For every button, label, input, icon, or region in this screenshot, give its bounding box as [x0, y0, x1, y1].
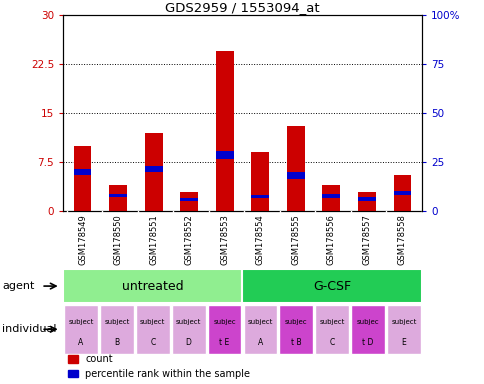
Text: individual: individual [2, 324, 57, 334]
Text: t D: t D [362, 338, 373, 347]
Bar [251, 195, 269, 198]
Bar [243, 305, 277, 354]
Bar [393, 175, 410, 211]
Bar [322, 194, 339, 198]
Bar [242, 269, 421, 303]
Text: GSM178555: GSM178555 [291, 215, 300, 265]
Text: subject: subject [140, 318, 165, 324]
Text: B: B [114, 338, 119, 347]
Text: subject: subject [104, 318, 129, 324]
Bar [109, 194, 127, 197]
Bar [215, 151, 233, 159]
Title: GDS2959 / 1553094_at: GDS2959 / 1553094_at [165, 1, 319, 14]
Bar [215, 51, 233, 211]
Bar [287, 126, 304, 211]
Text: GSM178550: GSM178550 [113, 215, 122, 265]
Bar [145, 166, 162, 172]
Text: E: E [401, 338, 406, 347]
Bar [287, 172, 304, 179]
Text: C: C [150, 338, 155, 347]
Bar [357, 197, 375, 201]
Bar [74, 169, 91, 175]
Bar [180, 198, 197, 201]
Bar [171, 305, 205, 354]
Text: untreated: untreated [121, 280, 183, 293]
Bar [350, 305, 384, 354]
Text: subject: subject [247, 318, 272, 324]
Bar [251, 152, 269, 211]
Bar [207, 305, 241, 354]
Text: GSM178557: GSM178557 [362, 215, 371, 265]
Text: subjec: subjec [213, 318, 235, 324]
Bar [64, 305, 98, 354]
Text: agent: agent [2, 281, 35, 291]
Text: subject: subject [68, 318, 93, 324]
Text: t E: t E [219, 338, 229, 347]
Bar [63, 269, 242, 303]
Bar [100, 305, 134, 354]
Bar [145, 133, 162, 211]
Bar [136, 305, 169, 354]
Text: subject: subject [319, 318, 344, 324]
Text: GSM178553: GSM178553 [220, 215, 229, 265]
Text: G-CSF: G-CSF [313, 280, 350, 293]
Text: GSM178558: GSM178558 [397, 215, 406, 265]
Text: subjec: subjec [356, 318, 378, 324]
Text: subject: subject [176, 318, 201, 324]
Text: GSM178554: GSM178554 [255, 215, 264, 265]
Bar [393, 191, 410, 195]
Bar [180, 192, 197, 211]
Text: GSM178551: GSM178551 [149, 215, 158, 265]
Bar [322, 185, 339, 211]
Bar [279, 305, 313, 354]
Legend: count, percentile rank within the sample: count, percentile rank within the sample [68, 354, 250, 379]
Bar [315, 305, 348, 354]
Text: C: C [329, 338, 334, 347]
Text: subject: subject [391, 318, 416, 324]
Text: GSM178549: GSM178549 [78, 215, 87, 265]
Bar [109, 185, 127, 211]
Text: subjec: subjec [285, 318, 307, 324]
Bar [386, 305, 420, 354]
Text: A: A [257, 338, 262, 347]
Text: GSM178556: GSM178556 [326, 215, 335, 265]
Bar [357, 192, 375, 211]
Text: GSM178552: GSM178552 [184, 215, 193, 265]
Text: A: A [78, 338, 83, 347]
Bar [74, 146, 91, 211]
Text: D: D [185, 338, 191, 347]
Text: t B: t B [290, 338, 301, 347]
